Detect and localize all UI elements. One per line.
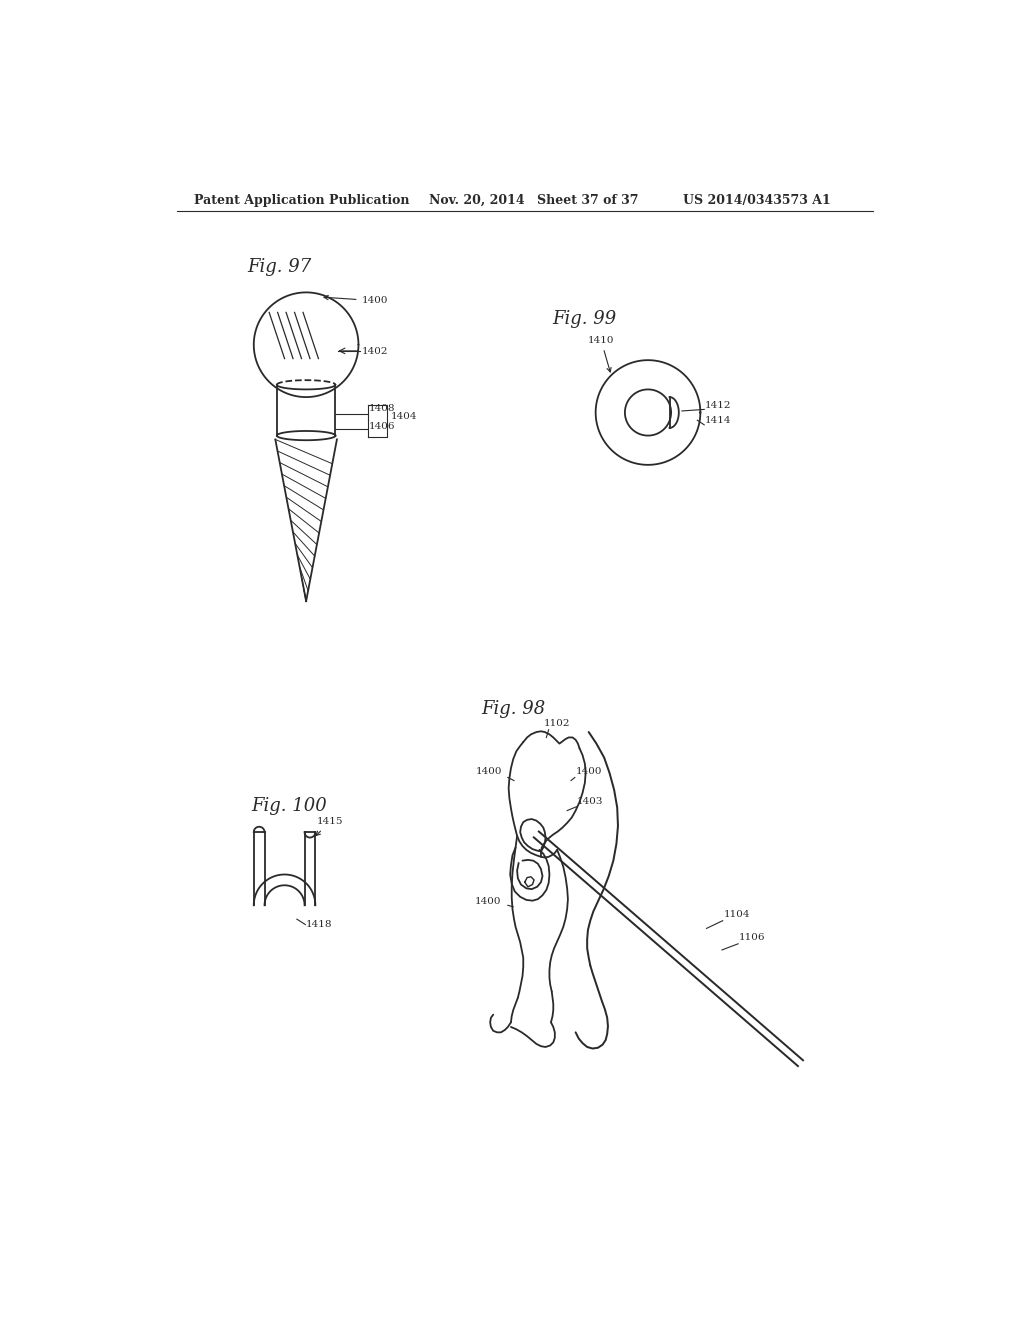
Text: 1104: 1104 <box>724 909 750 919</box>
Text: 1402: 1402 <box>361 347 388 356</box>
Text: 1408: 1408 <box>370 404 395 413</box>
Text: 1404: 1404 <box>391 412 418 421</box>
Text: 1415: 1415 <box>316 817 343 836</box>
Text: 1418: 1418 <box>306 920 333 929</box>
Text: 1400: 1400 <box>475 767 502 776</box>
Text: 1106: 1106 <box>739 933 765 942</box>
Text: 1412: 1412 <box>705 401 731 411</box>
Text: Nov. 20, 2014: Nov. 20, 2014 <box>429 194 525 207</box>
Text: 1400: 1400 <box>575 767 602 776</box>
Text: Fig. 98: Fig. 98 <box>481 701 545 718</box>
Text: Sheet 37 of 37: Sheet 37 of 37 <box>538 194 639 207</box>
Text: Fig. 100: Fig. 100 <box>252 797 328 816</box>
Text: 1400: 1400 <box>475 896 502 906</box>
Text: 1102: 1102 <box>544 719 570 727</box>
Text: US 2014/0343573 A1: US 2014/0343573 A1 <box>683 194 831 207</box>
Text: 1406: 1406 <box>370 422 395 432</box>
Text: Fig. 97: Fig. 97 <box>248 259 312 276</box>
Text: 1414: 1414 <box>705 416 731 425</box>
Text: Fig. 99: Fig. 99 <box>553 310 616 327</box>
Text: Patent Application Publication: Patent Application Publication <box>194 194 410 207</box>
Text: 1410: 1410 <box>588 337 614 372</box>
Text: 1403: 1403 <box>578 797 604 805</box>
Text: 1400: 1400 <box>324 296 388 305</box>
